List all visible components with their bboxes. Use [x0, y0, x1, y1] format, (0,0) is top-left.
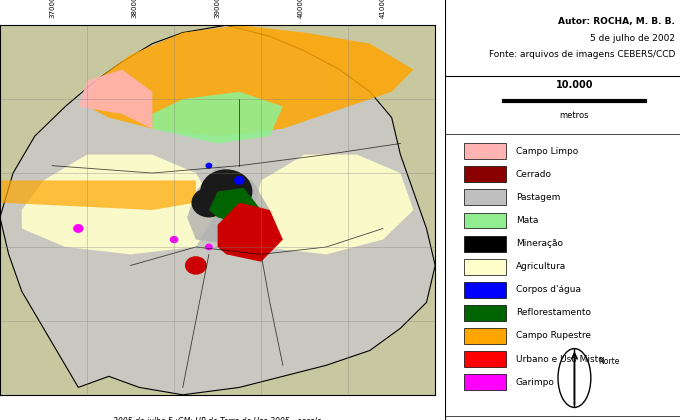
Bar — [464, 282, 507, 298]
Text: 410000: 410000 — [380, 0, 386, 18]
Bar — [464, 305, 507, 321]
Text: Mineração: Mineração — [515, 239, 563, 248]
Bar — [464, 328, 507, 344]
Circle shape — [170, 236, 178, 243]
Polygon shape — [0, 25, 435, 395]
Text: Campo Rupestre: Campo Rupestre — [515, 331, 591, 341]
Circle shape — [205, 244, 213, 250]
Text: Campo Limpo: Campo Limpo — [515, 147, 578, 156]
Polygon shape — [209, 188, 261, 225]
Bar — [464, 189, 507, 205]
Text: Fonte: arquivos de imagens CEBERS/CCD: Fonte: arquivos de imagens CEBERS/CCD — [489, 50, 675, 59]
Polygon shape — [78, 70, 152, 129]
Text: 380000: 380000 — [132, 0, 138, 18]
Bar — [464, 166, 507, 182]
Polygon shape — [0, 181, 196, 210]
Text: Garimpo: Garimpo — [515, 378, 555, 387]
Circle shape — [192, 188, 226, 218]
Circle shape — [185, 256, 207, 275]
Polygon shape — [152, 92, 283, 144]
Text: 2005 de julho 5 :GM: UP de Terra de Uso 2005 - escala: 2005 de julho 5 :GM: UP de Terra de Uso … — [114, 417, 322, 420]
Polygon shape — [22, 155, 218, 255]
Bar — [464, 259, 507, 275]
Polygon shape — [252, 155, 413, 255]
Text: Urbano e Uso Misto: Urbano e Uso Misto — [515, 354, 604, 364]
Text: Mata: Mata — [515, 216, 538, 225]
Text: 10.000: 10.000 — [556, 80, 593, 90]
Bar — [464, 213, 507, 228]
Polygon shape — [218, 202, 283, 262]
Polygon shape — [0, 25, 435, 395]
Text: Pastagem: Pastagem — [515, 193, 560, 202]
Bar — [464, 236, 507, 252]
Circle shape — [234, 176, 245, 185]
Bar — [464, 351, 507, 367]
Text: Agricultura: Agricultura — [515, 262, 566, 271]
Text: Cerrado: Cerrado — [515, 170, 551, 179]
Bar — [464, 374, 507, 390]
Text: Corpos d'água: Corpos d'água — [515, 285, 581, 294]
Circle shape — [205, 163, 212, 168]
Text: Norte: Norte — [598, 357, 619, 366]
Text: 400000: 400000 — [297, 0, 303, 18]
Polygon shape — [187, 165, 270, 247]
Polygon shape — [87, 25, 413, 136]
Text: Reflorestamento: Reflorestamento — [515, 308, 591, 318]
Bar — [464, 143, 507, 159]
Text: metros: metros — [560, 111, 589, 120]
Text: Autor: ROCHA, M. B. B.: Autor: ROCHA, M. B. B. — [558, 17, 675, 26]
Circle shape — [73, 224, 84, 233]
Text: 370000: 370000 — [49, 0, 55, 18]
Text: 390000: 390000 — [215, 0, 220, 18]
Text: 5 de julho de 2002: 5 de julho de 2002 — [590, 34, 675, 42]
Circle shape — [200, 169, 252, 214]
